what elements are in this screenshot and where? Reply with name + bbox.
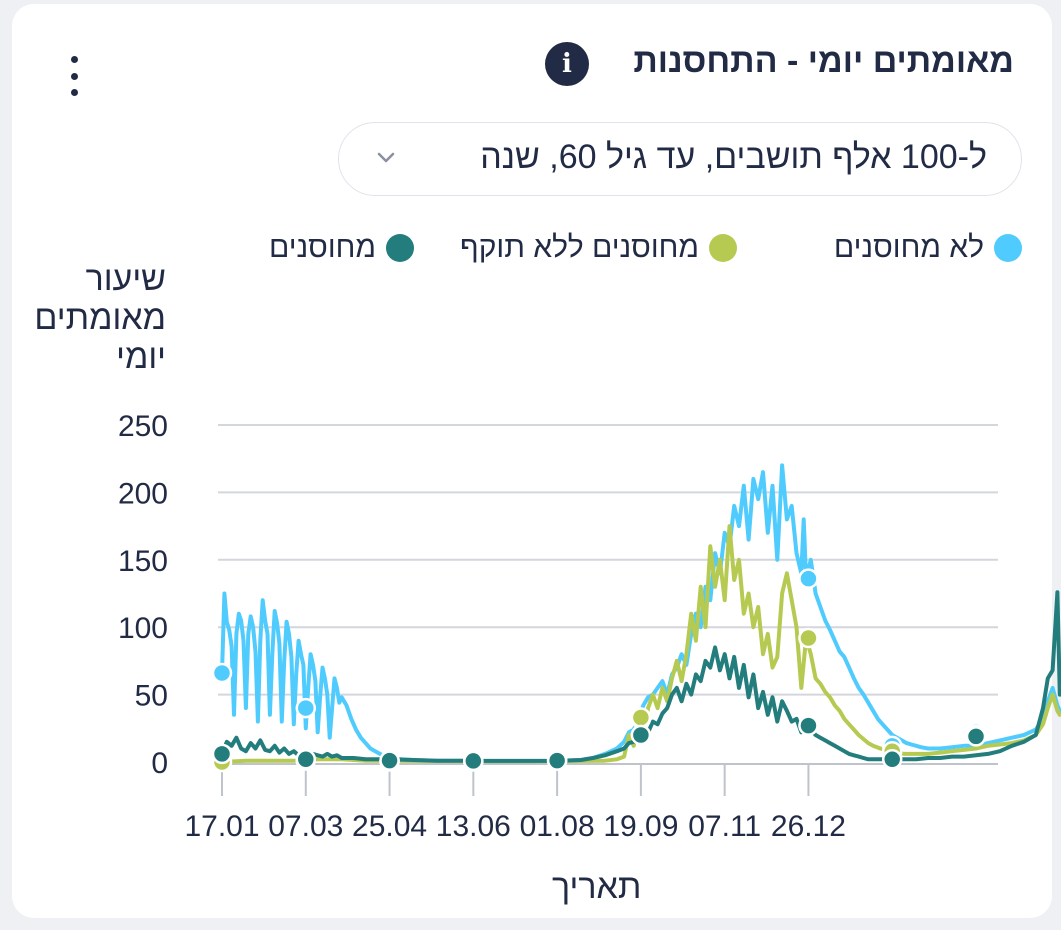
chevron-down-icon: [377, 152, 395, 163]
marker-unvaccinated-6: [798, 568, 819, 589]
x-tick-label-4: 01.08: [520, 810, 595, 843]
y-tick-label-2: 100: [118, 612, 168, 645]
population-filter-dropdown[interactable]: ל-100 אלף תושבים, עד גיל 60, שנה: [338, 122, 1022, 196]
x-tick-label-7: 26.12: [771, 810, 846, 843]
x-tick-label-2: 25.04: [352, 810, 427, 843]
x-axis-label: תאריך: [552, 868, 642, 906]
y-axis-label: שיעור מאומתים יומי: [34, 260, 166, 376]
marker-vaccinated-6: [798, 715, 819, 736]
marker-unvaccinated-0: [211, 662, 233, 684]
legend-label-unvaccinated: לא מחוסנים: [833, 231, 984, 264]
marker-vaccinated-7: [881, 749, 903, 770]
marker-expired-6: [798, 627, 819, 649]
y-tick-label-4: 200: [118, 477, 168, 510]
legend-dot-unvaccinated: [994, 234, 1022, 262]
legend-label-expired: מחוסנים ללא תוקף: [460, 231, 699, 264]
x-tick-label-1: 07.03: [268, 810, 343, 843]
x-tick-label-3: 13.06: [436, 810, 511, 843]
y-tick-label-5: 250: [118, 410, 168, 443]
marker-vaccinated-4: [546, 750, 568, 771]
legend-item-unvaccinated[interactable]: לא מחוסנים: [834, 230, 1022, 266]
card-title: מאומתים יומי - התחסנות: [633, 42, 1014, 80]
legend-dot-expired: [709, 234, 737, 262]
legend-dot-vaccinated: [386, 234, 414, 262]
info-icon[interactable]: i: [545, 42, 589, 86]
legend-label-vaccinated: מחוסנים: [268, 231, 376, 264]
legend-item-expired[interactable]: מחוסנים ללא תוקף: [460, 230, 737, 266]
chart-card: מאומתים יומי - התחסנות i ל-100 אלף תושבי…: [12, 4, 1052, 918]
marker-expired-5: [630, 707, 652, 728]
marker-unvaccinated-1: [295, 697, 317, 719]
x-tick-label-5: 19.09: [603, 810, 678, 843]
x-tick-label-6: 07.11: [688, 810, 761, 843]
x-tick-label-0: 17.01: [184, 810, 259, 843]
marker-vaccinated-5: [630, 724, 652, 746]
kebab-menu-icon[interactable]: [68, 56, 80, 96]
y-tick-label-3: 150: [118, 545, 168, 578]
marker-vaccinated-2: [379, 750, 400, 771]
marker-vaccinated-0: [211, 743, 233, 765]
legend-item-vaccinated[interactable]: מחוסנים: [269, 230, 414, 266]
dropdown-selected-value: ל-100 אלף תושבים, עד גיל 60, שנה: [480, 138, 987, 176]
y-tick-label-1: 50: [135, 680, 168, 713]
y-tick-label-0: 0: [151, 747, 168, 780]
marker-vaccinated-8: [965, 726, 987, 747]
marker-vaccinated-3: [463, 750, 484, 772]
marker-vaccinated-1: [295, 749, 317, 770]
